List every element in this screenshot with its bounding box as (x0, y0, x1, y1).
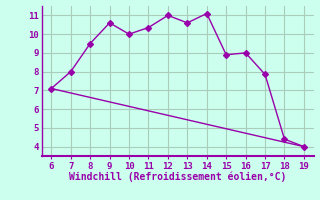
X-axis label: Windchill (Refroidissement éolien,°C): Windchill (Refroidissement éolien,°C) (69, 172, 286, 182)
